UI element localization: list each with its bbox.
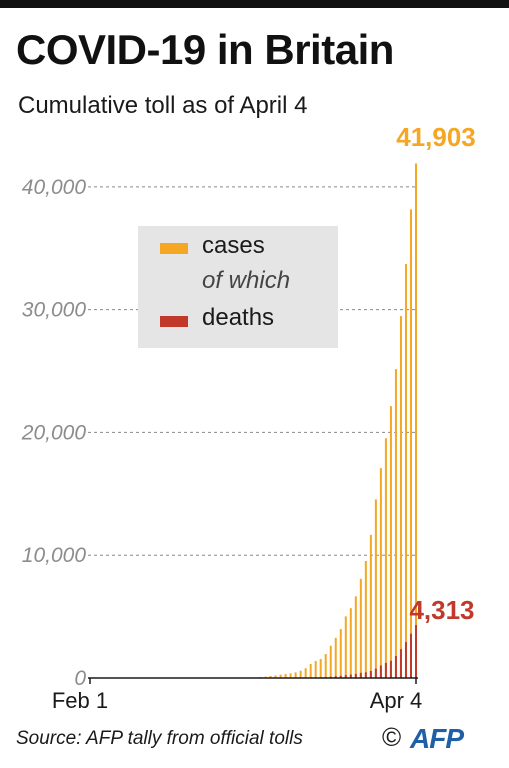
cases-bar xyxy=(359,578,362,678)
cases-bar xyxy=(389,406,392,678)
cases-bar xyxy=(409,209,412,678)
cases-bar xyxy=(304,668,307,678)
cases-bar xyxy=(354,596,357,678)
cases-bar xyxy=(294,672,297,678)
copyright-symbol: © xyxy=(382,722,402,752)
legend-cases-label: cases xyxy=(202,232,265,259)
cases-bar xyxy=(399,316,402,678)
cases-bar xyxy=(374,499,377,678)
deaths-bar xyxy=(389,660,392,678)
y-tick-label: 30,000 xyxy=(22,299,87,322)
cases-bar xyxy=(299,670,302,678)
deaths-bar xyxy=(354,673,357,678)
cases-bar xyxy=(309,664,312,678)
cases-bar xyxy=(369,534,372,678)
deaths-bar xyxy=(334,676,337,678)
cases-bar xyxy=(289,673,292,678)
cases-bar xyxy=(349,608,352,678)
cases-bar xyxy=(339,629,342,678)
cases-bar xyxy=(404,263,407,678)
deaths-bar xyxy=(404,642,407,678)
legend-note: of which xyxy=(202,267,291,294)
legend-deaths-swatch xyxy=(160,316,188,327)
y-tick-label: 40,000 xyxy=(22,176,87,199)
legend: cases of which deaths xyxy=(138,226,338,348)
legend-deaths-label: deaths xyxy=(202,304,275,331)
cases-bar xyxy=(334,637,337,678)
cases-bar xyxy=(329,645,332,678)
cases-bar xyxy=(269,675,272,678)
deaths-bar xyxy=(409,633,412,678)
cases-bar xyxy=(279,674,282,678)
deaths-bar xyxy=(394,656,397,678)
cases-bar xyxy=(314,660,317,678)
x-tick-label-end: Apr 4 xyxy=(370,688,423,713)
deaths-bar xyxy=(364,672,367,678)
deaths-bar xyxy=(384,662,387,678)
cases-bar xyxy=(284,674,287,678)
axes xyxy=(88,677,418,684)
source-note: Source: AFP tally from official tolls xyxy=(16,728,303,749)
cases-bar xyxy=(379,468,382,678)
deaths-bar xyxy=(379,665,382,678)
cases-bar xyxy=(394,369,397,678)
deaths-bar xyxy=(349,674,352,678)
legend-cases-swatch xyxy=(160,243,188,254)
labels: 0 10,000 20,000 30,000 40,000 Feb 1 Apr 4 41,90… xyxy=(21,122,476,713)
chart-title: COVID-19 in Britain xyxy=(16,26,394,73)
cases-bar xyxy=(384,438,387,678)
deaths-bar xyxy=(415,625,417,678)
deaths-bar xyxy=(344,675,347,678)
deaths-bar xyxy=(399,649,402,678)
chart-subtitle: Cumulative toll as of April 4 xyxy=(18,92,308,119)
x-tick-label-start: Feb 1 xyxy=(52,688,108,713)
deaths-last-value-label: 4,313 xyxy=(409,595,474,625)
y-tick-label: 20,000 xyxy=(21,421,87,444)
y-tick-label: 0 xyxy=(74,667,86,690)
cases-bar xyxy=(344,616,347,678)
cases-last-value-label: 41,903 xyxy=(396,122,476,152)
top-rule xyxy=(0,0,509,8)
cases-bar xyxy=(324,654,327,678)
deaths-bar xyxy=(374,668,377,678)
cases-bar xyxy=(274,675,277,678)
deaths-bar xyxy=(369,670,372,678)
deaths-bar xyxy=(339,675,342,678)
cases-bar xyxy=(319,659,322,678)
cases-bar xyxy=(415,163,417,678)
y-tick-label: 10,000 xyxy=(22,544,87,567)
cases-bar xyxy=(364,560,367,678)
afp-logo: AFP xyxy=(410,723,464,754)
deaths-bar xyxy=(359,672,362,678)
bars xyxy=(89,163,417,679)
